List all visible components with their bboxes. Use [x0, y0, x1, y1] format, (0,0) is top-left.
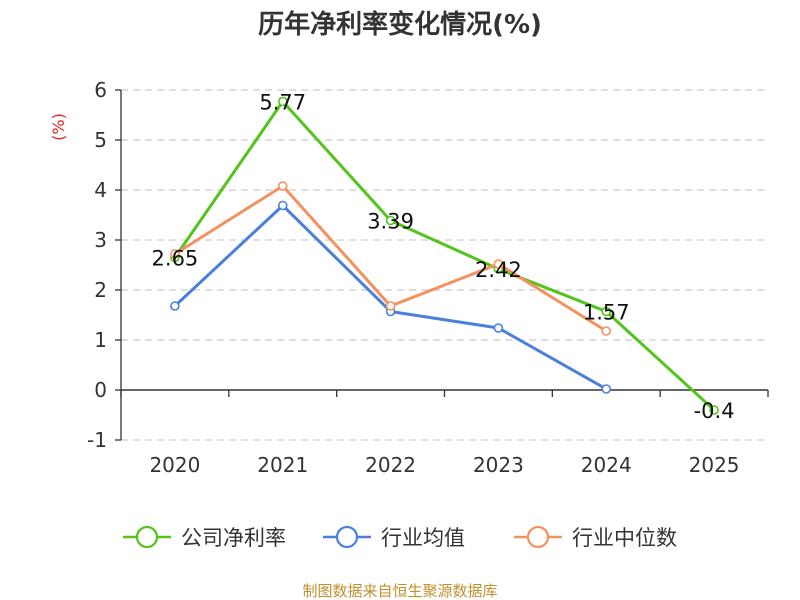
y-tick-label: 5	[94, 128, 107, 152]
legend-label: 行业中位数	[572, 526, 677, 550]
data-point	[170, 249, 180, 259]
data-labels: 2.65 5.77 3.39 2.42 1.57 -0.4	[152, 91, 735, 424]
data-point	[601, 326, 612, 336]
data-label: 3.39	[367, 210, 414, 234]
y-tick-label: -1	[87, 428, 107, 452]
source-note: 制图数据来自恒生聚源数据库	[302, 582, 497, 600]
data-label: 2.42	[475, 258, 522, 282]
legend-marker	[526, 525, 550, 549]
x-tick-label: 2022	[365, 453, 416, 477]
data-label: 1.57	[583, 301, 630, 325]
legend-marker	[335, 525, 359, 549]
chart-title: 历年净利率变化情况(%)	[258, 9, 542, 40]
legend: 公司净利率 行业均值 行业中位数	[123, 525, 677, 550]
y-tick-label: 0	[94, 378, 107, 402]
y-tick-label: 4	[94, 178, 107, 202]
data-point	[709, 405, 719, 415]
x-tick-label: 2021	[257, 453, 308, 477]
data-point	[277, 181, 288, 191]
data-point	[601, 384, 612, 394]
x-tick-label: 2024	[581, 453, 632, 477]
x-tick-label: 2025	[689, 453, 740, 477]
data-point	[277, 200, 288, 211]
legend-marker	[135, 525, 159, 549]
data-point	[385, 215, 396, 226]
series-line-1	[173, 100, 716, 412]
data-point	[601, 306, 612, 317]
axes: -1 0 1 2 3 4 5 6 2020 2021 2022 2023 2024 2025	[87, 78, 769, 477]
data-point	[170, 301, 180, 311]
y-tick-label: 3	[94, 228, 107, 252]
data-label: -0.4	[694, 399, 735, 423]
legend-label: 公司净利率	[181, 526, 286, 550]
data-label: 2.65	[152, 247, 199, 271]
legend-label: 行业均值	[381, 526, 465, 550]
data-point	[385, 301, 396, 311]
y-axis-unit-label: (%)	[49, 113, 68, 141]
data-point	[493, 259, 504, 269]
data-point	[277, 96, 288, 107]
y-tick-label: 2	[94, 278, 107, 302]
x-tick-label: 2023	[473, 453, 524, 477]
series-group	[170, 96, 719, 415]
x-tick-label: 2020	[149, 453, 200, 477]
data-label: 5.77	[259, 91, 306, 115]
data-point	[493, 323, 504, 333]
y-tick-label: 6	[94, 78, 107, 102]
y-tick-label: 1	[94, 328, 107, 352]
